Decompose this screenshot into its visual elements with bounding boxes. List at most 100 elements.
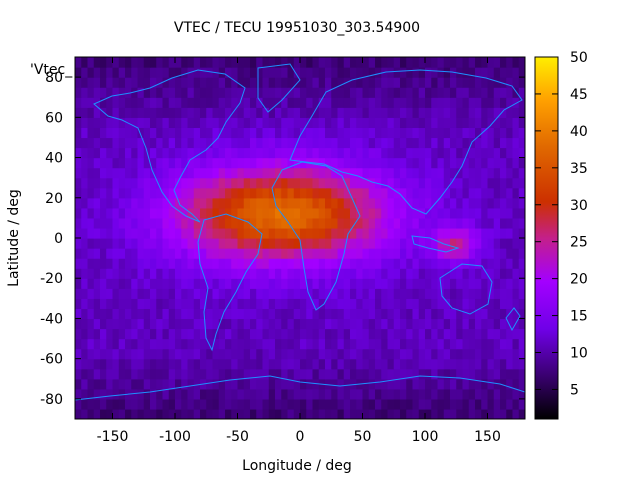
heatmap-cell [81,268,89,279]
heatmap-cell [318,147,326,159]
heatmap-cell [481,97,489,108]
heatmap-cell [106,318,114,330]
heatmap-cell [93,137,101,149]
heatmap-cell [100,408,107,419]
heatmap-cell [350,368,357,380]
heatmap-cell [387,117,395,128]
heatmap-cell [306,288,314,299]
heatmap-cell [393,67,401,78]
heatmap-cell [150,57,157,68]
heatmap-cell [418,318,426,330]
heatmap-cell [331,227,339,239]
heatmap-cell [181,318,189,330]
heatmap-cell [100,167,107,179]
heatmap-cell [400,268,407,279]
heatmap-cell [306,408,314,419]
x-tick-label: 100 [412,429,439,445]
heatmap-cell [75,378,82,390]
heatmap-cell [175,388,182,400]
heatmap-cell [500,368,507,380]
heatmap-cell [212,207,220,219]
heatmap-cell [262,207,270,219]
heatmap-cell [200,358,207,370]
heatmap-cell [318,117,326,128]
heatmap-cell [112,318,120,330]
heatmap-cell [256,318,264,330]
heatmap-cell [250,408,257,419]
heatmap-cell [81,398,89,410]
heatmap-cell [100,177,107,189]
heatmap-cell [87,398,95,410]
heatmap-cell [106,217,114,229]
heatmap-cell [112,308,120,320]
heatmap-cell [206,87,214,98]
heatmap-cell [112,238,120,249]
heatmap-cell [443,127,451,139]
heatmap-cell [487,137,495,149]
heatmap-cell [400,147,407,159]
heatmap-cell [143,137,151,149]
heatmap-cell [87,278,95,289]
heatmap-cell [506,117,514,128]
heatmap-cell [225,278,232,289]
heatmap-cell [368,187,376,199]
heatmap-cell [512,77,520,88]
heatmap-cell [331,238,339,249]
heatmap-cell [206,227,214,239]
heatmap-cell [100,217,107,229]
heatmap-cell [131,177,139,189]
heatmap-cell [175,107,182,118]
heatmap-cell [356,107,364,118]
heatmap-cell [225,408,232,419]
heatmap-cell [306,147,314,159]
heatmap-cell [400,127,407,139]
heatmap-cell [381,248,389,259]
heatmap-cell [393,328,401,340]
heatmap-cell [106,408,114,419]
heatmap-cell [262,318,270,330]
heatmap-cell [93,207,101,219]
heatmap-cell [512,97,520,108]
heatmap-cell [118,227,126,239]
heatmap-cell [443,248,451,259]
heatmap-cell [450,408,457,419]
heatmap-cell [150,358,157,370]
heatmap-cell [318,308,326,320]
heatmap-cell [475,378,482,390]
heatmap-cell [81,77,89,88]
heatmap-cell [212,358,220,370]
heatmap-cell [325,67,332,78]
heatmap-cell [343,127,351,139]
heatmap-cell [168,67,176,78]
heatmap-cell [475,238,482,249]
heatmap-cell [237,177,245,189]
heatmap-cell [212,408,220,419]
heatmap-cell [375,358,382,370]
heatmap-cell [350,288,357,299]
heatmap-cell [325,328,332,340]
heatmap-cell [256,77,264,88]
heatmap-cell [206,268,214,279]
heatmap-cell [256,348,264,360]
heatmap-cell [168,318,176,330]
heatmap-cell [400,398,407,410]
heatmap-cell [281,348,289,360]
heatmap-cell [500,358,507,370]
heatmap-cell [237,308,245,320]
heatmap-cell [100,207,107,219]
heatmap-cell [168,187,176,199]
heatmap-cell [168,248,176,259]
heatmap-cell [268,238,276,249]
heatmap-cell [400,197,407,209]
heatmap-cell [343,57,351,68]
heatmap-cell [468,57,476,68]
heatmap-cell [481,238,489,249]
heatmap-cell [437,378,445,390]
heatmap-cell [350,227,357,239]
heatmap-cell [275,217,282,229]
heatmap-cell [193,57,201,68]
heatmap-cell [418,388,426,400]
heatmap-cell [106,117,114,128]
heatmap-cell [343,278,351,289]
